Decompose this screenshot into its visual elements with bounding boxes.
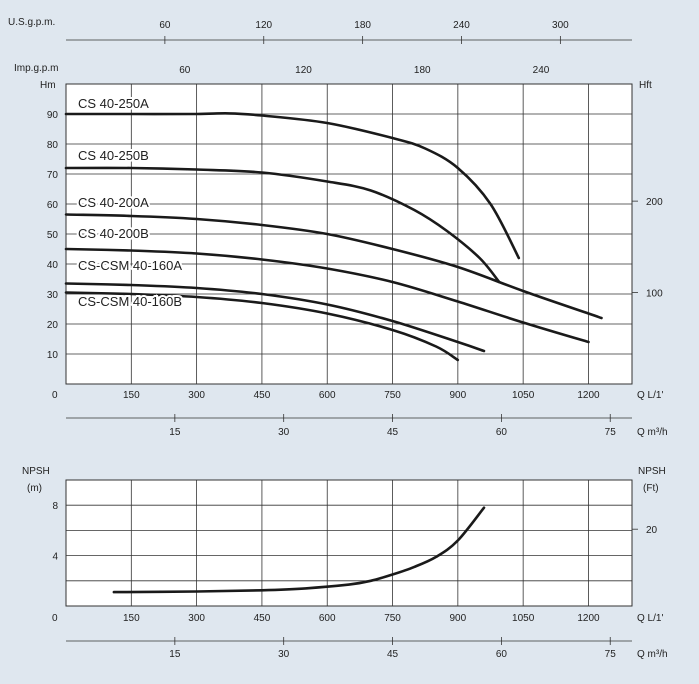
- head-origin-label: 0: [52, 390, 58, 401]
- head-x-tick-label: 1050: [512, 390, 535, 401]
- npsh-m3h-tick-label: 30: [278, 649, 290, 660]
- head-y-tick-label: 50: [47, 230, 59, 241]
- head-grid: [66, 84, 632, 384]
- head-m3h-tick-label: 15: [169, 427, 181, 438]
- head-curve-label: CS 40-200A: [78, 195, 149, 210]
- hft-tick-label: 100: [646, 289, 663, 300]
- impgpm-unit-label: Imp.g.p.m: [14, 63, 58, 74]
- head-x-tick-label: 450: [254, 390, 271, 401]
- npsh-y-tick-label: 4: [52, 552, 58, 563]
- npsh-m3h-ticks: 15 30 45 60 75: [169, 637, 616, 660]
- npsh-x-tick-label: 750: [384, 613, 401, 624]
- usgpm-tick-label: 120: [255, 20, 272, 31]
- head-y-tick-label: 60: [47, 200, 59, 211]
- npsh-x-tick-label: 300: [188, 613, 205, 624]
- head-m3h-tick-label: 60: [496, 427, 508, 438]
- usgpm-tick-label: 180: [354, 20, 371, 31]
- impgpm-tick-label: 60: [179, 65, 191, 76]
- npsh-x-tick-label: 450: [254, 613, 271, 624]
- head-curves: [64, 112, 603, 362]
- npsh-left-unit-label: NPSH: [22, 466, 50, 477]
- head-x-tick-label: 750: [384, 390, 401, 401]
- npsh-m3h-unit-label: Q m³/h: [637, 649, 668, 660]
- npsh-curves: [112, 506, 486, 594]
- head-curve-3: [64, 247, 590, 344]
- usgpm-tick-label: 240: [453, 20, 470, 31]
- npsh-y-ticks: 48: [52, 501, 58, 562]
- head-x-ticks: 150 300 450 600 750 900 1050 1200: [123, 390, 600, 401]
- head-m3h-tick-label: 75: [605, 427, 617, 438]
- impgpm-tick-label: 180: [414, 65, 431, 76]
- head-y-tick-label: 20: [47, 320, 59, 331]
- npsh-x-ticks: 150 300 450 600 750 900 1050 1200: [123, 613, 600, 624]
- hm-unit-label: Hm: [40, 80, 56, 91]
- head-y-tick-label: 10: [47, 350, 59, 361]
- npsh-x-tick-label: 1050: [512, 613, 535, 624]
- npsh-x-tick-label: 600: [319, 613, 336, 624]
- head-m3h-tick-label: 45: [387, 427, 399, 438]
- impgpm-tick-group: 60 120 180 240: [179, 65, 550, 76]
- hft-unit-label: Hft: [639, 80, 652, 91]
- head-curve-1: [64, 166, 501, 284]
- npsh-origin-label: 0: [52, 613, 58, 624]
- impgpm-tick-label: 240: [533, 65, 550, 76]
- npsh-ft-unit-label: (Ft): [643, 483, 659, 494]
- head-y-tick-label: 80: [47, 140, 59, 151]
- head-y-tick-label: 30: [47, 290, 59, 301]
- head-m3h-unit-label: Q m³/h: [637, 427, 668, 438]
- head-curve-label: CS 40-250A: [78, 96, 149, 111]
- head-curve-label: CS-CSM 40-160B: [78, 294, 182, 309]
- head-curve-label: CS 40-250B: [78, 148, 149, 163]
- npsh-x-tick-label: 1200: [577, 613, 600, 624]
- head-curve-label: CS 40-200B: [78, 226, 149, 241]
- npsh-x-tick-label: 150: [123, 613, 140, 624]
- npsh-m3h-tick-label: 60: [496, 649, 508, 660]
- npsh-m-unit-label: (m): [27, 483, 42, 494]
- npsh-m3h-tick-label: 15: [169, 649, 181, 660]
- head-curve-2: [64, 213, 603, 320]
- head-m3h-ticks: 15 30 45 60 75: [169, 414, 616, 438]
- impgpm-tick-label: 120: [295, 65, 312, 76]
- head-curve-labels: CS 40-250A CS 40-250B CS 40-200A CS 40-200B…: [76, 94, 184, 311]
- head-curve-label: CS-CSM 40-160A: [78, 258, 182, 273]
- head-x-tick-label: 300: [188, 390, 205, 401]
- head-y-tick-label: 90: [47, 110, 59, 121]
- npsh-flow-unit-label: Q L/1': [637, 613, 663, 624]
- head-x-tick-label: 1200: [577, 390, 600, 401]
- npsh-ft-ticks: 20: [632, 525, 658, 536]
- head-curve-4: [64, 282, 486, 353]
- usgpm-tick-group: 60 120 180 240 300: [159, 20, 569, 44]
- npsh-right-unit-label: NPSH: [638, 466, 666, 477]
- head-hft-ticks: 100 200: [632, 197, 663, 300]
- npsh-m3h-tick-label: 45: [387, 649, 399, 660]
- head-x-tick-label: 150: [123, 390, 140, 401]
- head-flow-unit-label: Q L/1': [637, 390, 663, 401]
- npsh-y-tick-label: 8: [52, 501, 58, 512]
- head-y-tick-label: 40: [47, 260, 59, 271]
- usgpm-tick-label: 300: [552, 20, 569, 31]
- head-y-tick-label: 70: [47, 170, 59, 181]
- head-y-ticks: 10 20 30 40 50 60 70 80 90: [47, 110, 59, 361]
- hft-tick-label: 200: [646, 197, 663, 208]
- usgpm-tick-label: 60: [159, 20, 171, 31]
- head-x-tick-label: 600: [319, 390, 336, 401]
- npsh-m3h-tick-label: 75: [605, 649, 617, 660]
- npsh-plot-frame: [65, 479, 633, 607]
- head-m3h-tick-label: 30: [278, 427, 290, 438]
- npsh-x-tick-label: 900: [450, 613, 467, 624]
- npsh-grid: [66, 480, 632, 606]
- npsh-curve-0: [112, 506, 486, 594]
- npsh-ft-tick-label: 20: [646, 525, 658, 536]
- head-curve-0: [64, 112, 521, 260]
- usgpm-unit-label: U.S.g.p.m.: [8, 17, 55, 28]
- head-x-tick-label: 900: [450, 390, 467, 401]
- head-curve-5: [64, 291, 460, 362]
